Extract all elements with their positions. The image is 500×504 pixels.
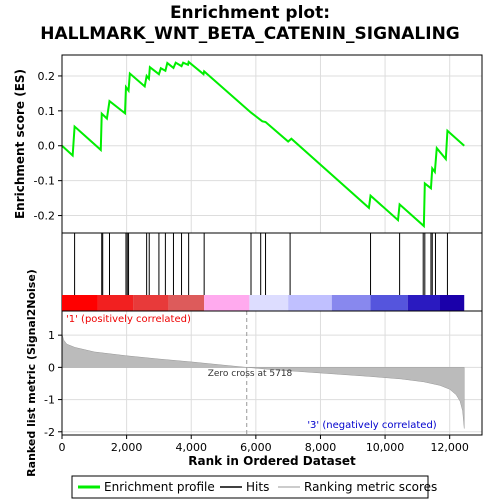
heat-bar-segment	[407, 295, 440, 311]
rank-x-tick-label: 2,000	[111, 441, 143, 454]
legend-frame	[71, 475, 429, 499]
es-y-axis-label: Enrichment score (ES)	[13, 69, 27, 219]
heat-bar	[62, 295, 465, 311]
rank-x-ticks: 0 2,000 4,000 6,000 8,000 10,000 12,000	[59, 435, 469, 454]
rank-x-tick-label: 0	[59, 441, 66, 454]
es-panel-bg	[62, 55, 482, 233]
enrichment-profile-line	[61, 60, 465, 229]
es-y-tick-label: 0.1	[38, 105, 56, 118]
chart-title: Enrichment plot:	[170, 3, 330, 23]
rank-y-tick-label: 1	[48, 329, 55, 342]
es-grid	[61, 55, 482, 233]
rank-x-tick-label: 10,000	[366, 441, 405, 454]
rank-y-tick-label: 0	[48, 361, 55, 374]
legend-label-enrichment: Enrichment profile	[104, 480, 215, 494]
heat-bar-segment	[288, 295, 332, 311]
rank-x-tick-label: 12,000	[430, 441, 469, 454]
legend-label-hits: Hits	[246, 480, 269, 494]
heat-bar-segment	[133, 295, 169, 311]
heat-bar-segment	[168, 295, 205, 311]
rank-y-ticks: -2 -1 0 1	[44, 329, 62, 439]
rank-x-tick-label: 4,000	[175, 441, 207, 454]
rank-panel-frame	[61, 310, 483, 436]
rank-y-tick-label: -2	[44, 426, 55, 439]
negative-correlation-label: '3' (negatively correlated)	[307, 420, 436, 431]
hits-group	[74, 233, 448, 295]
rank-x-tick-label: 8,000	[305, 441, 337, 454]
heat-bar-segment	[249, 295, 289, 311]
legend-label-metric: Ranking metric scores	[304, 480, 437, 494]
heat-bar-segment	[97, 295, 134, 311]
rank-x-axis-label: Rank in Ordered Dataset	[188, 454, 356, 468]
heat-bar-segment	[204, 295, 250, 311]
positive-correlation-label: '1' (positively correlated)	[66, 314, 191, 325]
es-y-tick-label: -0.1	[34, 175, 55, 188]
ranking-metric-area	[61, 333, 465, 429]
legend: Enrichment profile Hits Ranking metric s…	[71, 475, 437, 499]
zero-cross-label: Zero cross at 5718	[208, 369, 293, 379]
heat-bar-segment	[440, 295, 465, 311]
rank-y-axis-label: Ranked list metric (Signal2Noise)	[25, 269, 38, 477]
heat-bar-segment	[370, 295, 408, 311]
chart-subtitle: HALLMARK_WNT_BETA_CATENIN_SIGNALING	[40, 24, 460, 44]
es-y-tick-label: 0.0	[38, 140, 56, 153]
es-y-ticks: -0.2 -0.1 0.0 0.1 0.2	[34, 70, 62, 223]
es-y-tick-label: 0.2	[38, 70, 56, 83]
rank-y-tick-label: -1	[44, 394, 55, 407]
heat-bar-segment	[62, 295, 98, 311]
es-y-tick-label: -0.2	[34, 210, 55, 223]
heat-bar-segment	[331, 295, 371, 311]
rank-x-tick-label: 6,000	[240, 441, 272, 454]
